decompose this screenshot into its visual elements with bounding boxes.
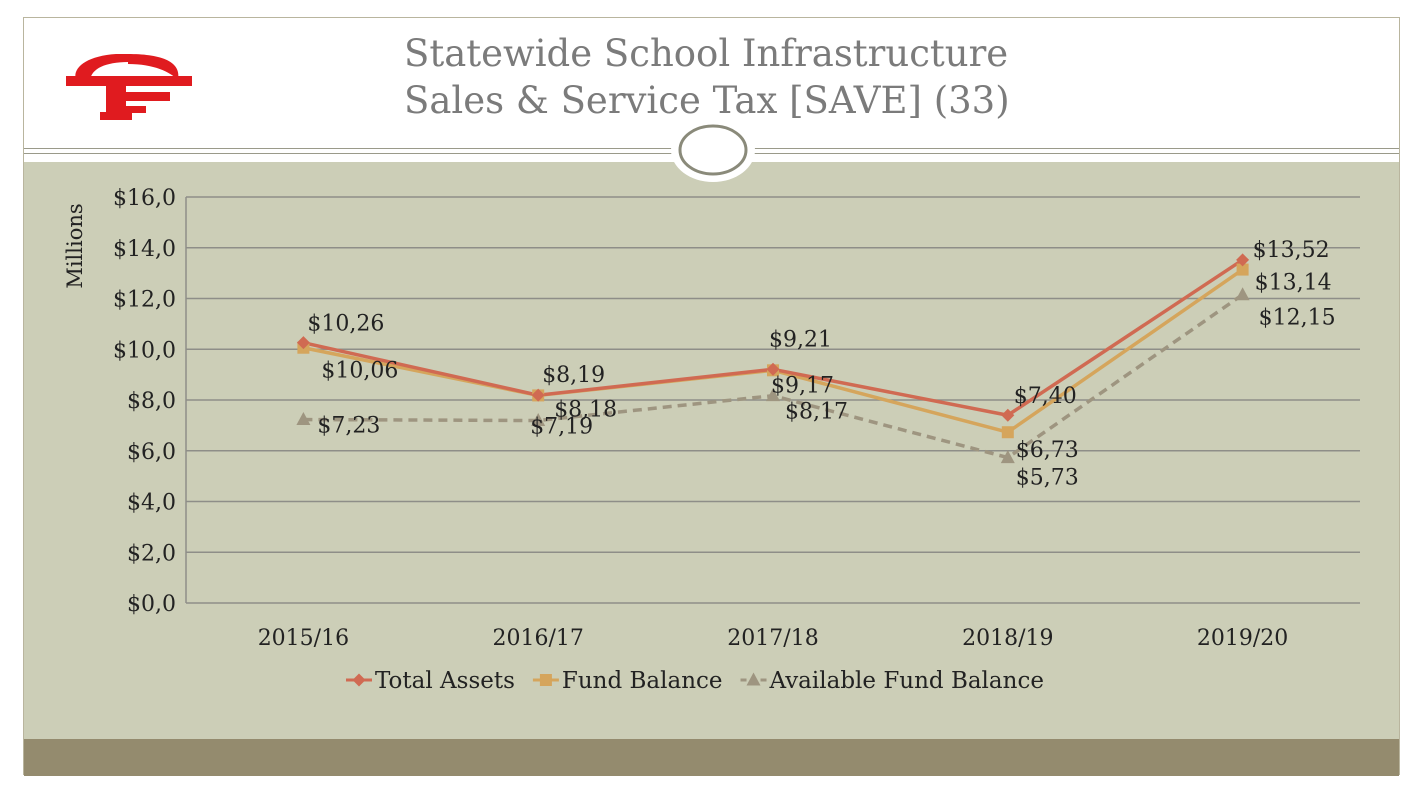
legend-item: Available Fund Balance xyxy=(769,668,1044,694)
y-tick-label: $4,0 xyxy=(127,491,176,516)
y-tick-label: $6,0 xyxy=(127,440,176,465)
y-tick-label: $8,0 xyxy=(127,389,176,414)
x-tick-label: 2019/20 xyxy=(1197,626,1288,651)
x-tick-label: 2016/17 xyxy=(492,626,583,651)
data-label: $13,52 xyxy=(1253,238,1330,263)
data-point xyxy=(1001,408,1015,422)
y-tick-label: $12,0 xyxy=(113,288,176,313)
circle-ornament-icon xyxy=(671,118,755,182)
y-tick-label: $16,0 xyxy=(113,186,176,211)
y-tick-label: $10,0 xyxy=(113,338,176,363)
data-point xyxy=(766,388,780,402)
data-point xyxy=(531,388,545,402)
data-label: $12,15 xyxy=(1259,306,1336,331)
y-tick-label: $0,0 xyxy=(127,592,176,617)
data-point xyxy=(1000,450,1015,464)
data-label: $6,73 xyxy=(1016,438,1079,463)
data-label: $8,19 xyxy=(542,363,605,388)
data-point xyxy=(531,413,546,427)
legend-marker xyxy=(539,674,552,686)
legend-item: Fund Balance xyxy=(562,668,723,694)
x-tick-label: 2017/18 xyxy=(727,626,818,651)
data-label: $7,23 xyxy=(317,414,380,439)
y-tick-label: $2,0 xyxy=(127,541,176,566)
data-point xyxy=(1236,263,1249,276)
x-tick-label: 2018/19 xyxy=(962,626,1053,651)
x-tick-label: 2015/16 xyxy=(258,626,349,651)
footer-bar xyxy=(24,739,1399,776)
data-label: $5,73 xyxy=(1016,466,1079,491)
data-label: $7,40 xyxy=(1014,384,1077,409)
data-label: $7,19 xyxy=(530,415,593,440)
y-tick-label: $14,0 xyxy=(113,237,176,262)
title-line-2: Sales & Service Tax [SAVE] (33) xyxy=(404,79,1010,122)
data-point xyxy=(766,362,780,376)
legend-marker xyxy=(352,673,366,687)
data-label: $10,06 xyxy=(321,359,398,384)
data-label: $8,17 xyxy=(785,400,848,425)
legend-marker xyxy=(746,672,761,686)
data-label: $10,26 xyxy=(307,312,384,337)
data-label: $13,14 xyxy=(1255,271,1332,296)
data-point xyxy=(1235,287,1250,301)
y-axis-title: Millions xyxy=(63,203,87,288)
legend-item: Total Assets xyxy=(375,668,515,694)
data-label: $8,18 xyxy=(554,397,617,422)
data-point xyxy=(1001,426,1014,439)
data-point xyxy=(296,412,311,426)
data-label: $9,21 xyxy=(769,327,832,352)
title-line-1: Statewide School Infrastructure xyxy=(404,32,1009,75)
data-point xyxy=(1236,253,1250,267)
data-label: $9,17 xyxy=(771,373,834,398)
f-logo-icon xyxy=(66,54,192,120)
data-point xyxy=(296,336,310,350)
page-title: Statewide School Infrastructure Sales & … xyxy=(404,30,1044,124)
